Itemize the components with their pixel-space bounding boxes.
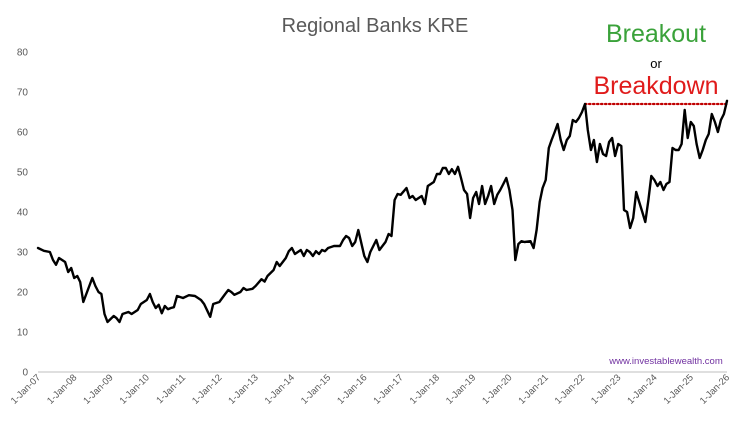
or-annotation: or (650, 56, 662, 71)
y-tick-label: 60 (17, 128, 29, 139)
y-tick-label: 10 (17, 328, 29, 339)
x-tick-label: 1-Jan-24 (625, 372, 659, 406)
y-axis-ticks: 0 10 20 30 40 50 60 70 80 (17, 48, 29, 379)
x-tick-label: 1-Jan-15 (299, 372, 333, 406)
x-tick-label: 1-Jan-25 (662, 372, 696, 406)
x-tick-label: 1-Jan-13 (226, 372, 260, 406)
x-tick-label: 1-Jan-23 (589, 372, 623, 406)
x-tick-label: 1-Jan-11 (154, 372, 188, 406)
y-tick-label: 50 (17, 168, 29, 179)
x-tick-label: 1-Jan-16 (335, 372, 369, 406)
x-tick-label: 1-Jan-10 (118, 372, 152, 406)
x-tick-label: 1-Jan-22 (553, 372, 587, 406)
y-tick-label: 40 (17, 208, 29, 219)
x-tick-label: 1-Jan-26 (698, 372, 732, 406)
y-tick-label: 30 (17, 248, 29, 259)
y-tick-label: 0 (22, 368, 28, 379)
x-axis-ticks: 1-Jan-07 1-Jan-08 1-Jan-09 1-Jan-10 1-Jan-11… (9, 372, 732, 406)
x-tick-label: 1-Jan-21 (517, 372, 551, 406)
x-tick-label: 1-Jan-09 (81, 372, 115, 406)
x-tick-label: 1-Jan-08 (45, 372, 79, 406)
x-tick-label: 1-Jan-14 (263, 372, 297, 406)
chart-title: Regional Banks KRE (282, 15, 469, 37)
x-tick-label: 1-Jan-12 (190, 372, 224, 406)
x-tick-label: 1-Jan-19 (444, 372, 478, 406)
y-tick-label: 20 (17, 288, 29, 299)
y-tick-label: 80 (17, 48, 29, 59)
x-tick-label: 1-Jan-18 (408, 372, 442, 406)
kre-price-line (36, 99, 729, 324)
y-tick-label: 70 (17, 88, 29, 99)
x-tick-label: 1-Jan-17 (371, 372, 405, 406)
breakout-annotation: Breakout (606, 20, 706, 48)
x-tick-label: 1-Jan-20 (480, 372, 514, 406)
breakdown-annotation: Breakdown (593, 72, 718, 100)
watermark-url: www.investablewealth.com (608, 356, 723, 367)
